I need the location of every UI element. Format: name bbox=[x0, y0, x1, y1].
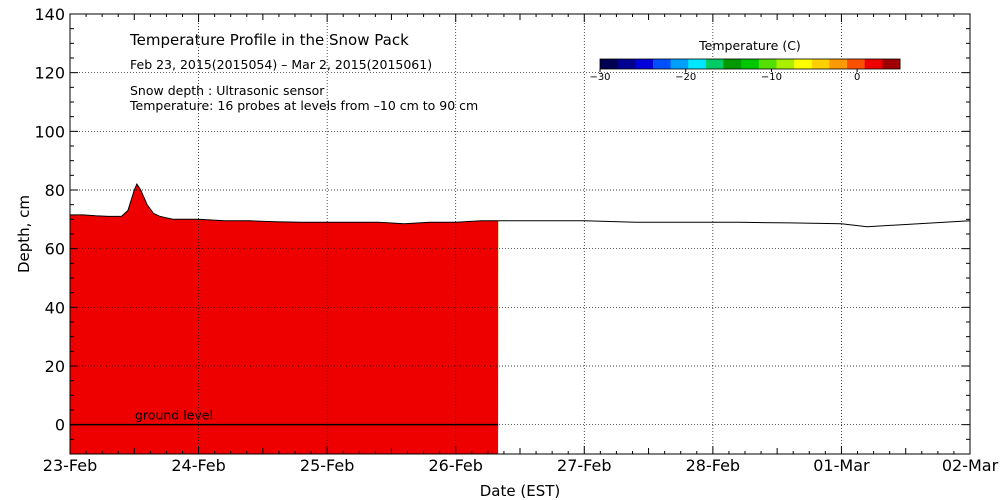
colorbar-tick-label: −10 bbox=[761, 72, 782, 83]
colorbar-swatch bbox=[600, 59, 619, 69]
colorbar-swatch bbox=[635, 59, 654, 69]
colorbar-swatch bbox=[811, 59, 830, 69]
colorbar-swatch bbox=[617, 59, 636, 69]
colorbar-swatch bbox=[723, 59, 742, 69]
colorbar-swatch bbox=[829, 59, 848, 69]
x-tick-label: 25-Feb bbox=[300, 456, 354, 475]
colorbar-swatches bbox=[600, 59, 901, 69]
y-tick-label: 140 bbox=[34, 5, 65, 24]
note-temperature-probes: Temperature: 16 probes at levels from –1… bbox=[129, 98, 478, 113]
y-tick-label: 60 bbox=[45, 240, 65, 259]
colorbar-ticks: −30 −20 −10 0 bbox=[589, 69, 860, 83]
colorbar-swatch bbox=[652, 59, 672, 69]
colorbar-swatch bbox=[705, 59, 725, 69]
x-axis-title: Date (EST) bbox=[480, 482, 561, 500]
x-tick-label: 02-Mar bbox=[942, 456, 999, 475]
y-tick-label: 0 bbox=[55, 416, 65, 435]
axis-ticks: 0 20 40 60 80 100 120 140 23-Feb 24-Feb 25-Feb 26-F… bbox=[34, 5, 998, 475]
colorbar-swatch bbox=[794, 59, 813, 69]
colorbar-swatch bbox=[688, 59, 707, 69]
temperature-fill-layer bbox=[70, 184, 499, 454]
y-axis-title: Depth, cm bbox=[15, 195, 33, 273]
colorbar-swatch bbox=[758, 59, 777, 69]
y-tick-label: 20 bbox=[45, 357, 65, 376]
x-tick-label: 23-Feb bbox=[43, 456, 97, 475]
x-tick-label: 26-Feb bbox=[428, 456, 482, 475]
x-tick-label: 24-Feb bbox=[171, 456, 225, 475]
snow-depth-line bbox=[70, 183, 970, 228]
y-tick-label: 40 bbox=[45, 298, 65, 317]
colorbar-swatch bbox=[741, 59, 760, 69]
colorbar-swatch bbox=[864, 59, 883, 69]
colorbar-tick-label: 0 bbox=[854, 72, 860, 83]
colorbar-tick-label: −30 bbox=[589, 72, 610, 83]
y-tick-label: 120 bbox=[34, 64, 65, 83]
colorbar-swatch bbox=[882, 59, 901, 69]
colorbar-swatch bbox=[776, 59, 795, 69]
temperature-bands bbox=[70, 184, 499, 454]
colorbar-swatch bbox=[847, 59, 866, 69]
x-tick-label: 27-Feb bbox=[557, 456, 611, 475]
colorbar-swatch bbox=[670, 59, 689, 69]
temperature-colorbar: Temperature (C) −30 −20 −10 0 bbox=[589, 38, 901, 83]
ground-level-label: ground level bbox=[135, 408, 213, 423]
y-tick-label: 80 bbox=[45, 181, 65, 200]
x-tick-label: 01-Mar bbox=[813, 456, 870, 475]
chart-title: Temperature Profile in the Snow Pack bbox=[129, 31, 409, 49]
note-snow-depth: Snow depth : Ultrasonic sensor bbox=[130, 83, 325, 98]
y-tick-label: 100 bbox=[34, 122, 65, 141]
x-tick-label: 28-Feb bbox=[686, 456, 740, 475]
colorbar-tick-label: −20 bbox=[675, 72, 696, 83]
chart-subtitle: Feb 23, 2015(2015054) – Mar 2, 2015(2015… bbox=[130, 57, 432, 72]
colorbar-title: Temperature (C) bbox=[698, 38, 801, 53]
colorbar-frame bbox=[599, 58, 901, 70]
temperature-band bbox=[70, 184, 499, 454]
